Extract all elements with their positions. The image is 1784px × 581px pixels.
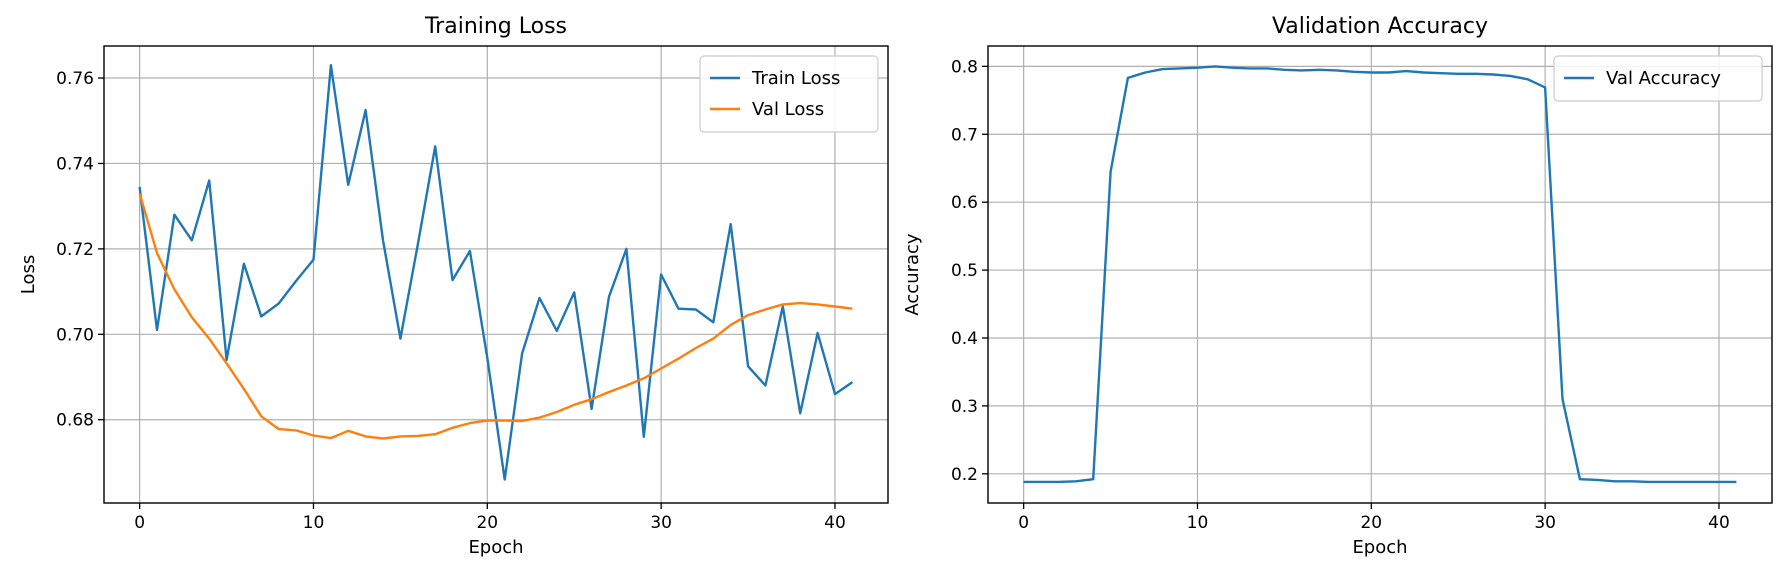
validation-accuracy-panel: 0 10 20 30 40 0.2 0.3 0.4 0.5 0.6 0.7 0.8 Validation… xyxy=(902,14,1773,558)
validation-accuracy-y-tick-label: 0.3 xyxy=(951,397,978,417)
validation-accuracy-y-tick-label: 0.7 xyxy=(951,125,978,145)
training-loss-y-axis-label: Loss xyxy=(18,255,39,294)
validation-accuracy-x-tick-label: 10 xyxy=(1187,513,1209,533)
validation-accuracy-series-line-val-accuracy xyxy=(1023,65,1737,484)
training-loss-x-tick-label: 30 xyxy=(650,513,672,533)
validation-accuracy-y-tick-label: 0.4 xyxy=(951,329,978,349)
validation-accuracy-plot-frame xyxy=(987,45,1773,504)
validation-accuracy-x-axis-label: Epoch xyxy=(1352,537,1407,558)
validation-accuracy-x-tick-label: 0 xyxy=(1018,513,1029,533)
validation-accuracy-y-axis-label: Accuracy xyxy=(902,233,923,316)
training-loss-series-line-train-loss xyxy=(138,63,854,481)
training-loss-legend-entry: Train Loss xyxy=(751,68,840,89)
training-loss-x-tick-label: 10 xyxy=(303,513,325,533)
training-loss-panel: 0 10 20 30 40 0.68 0.70 0.72 0.74 0.76 Training Lo… xyxy=(18,14,889,558)
training-loss-legend: Train Loss Val Loss xyxy=(699,55,879,133)
validation-accuracy-x-tick-label: 30 xyxy=(1534,513,1556,533)
training-loss-x-tick-label: 20 xyxy=(476,513,498,533)
validation-accuracy-x-tick-label: 40 xyxy=(1708,513,1730,533)
training-loss-y-tick-label: 0.68 xyxy=(56,411,94,431)
validation-accuracy-y-tick-label: 0.2 xyxy=(951,465,978,485)
training-loss-y-tick-label: 0.76 xyxy=(56,69,94,89)
training-loss-plot-frame xyxy=(103,45,889,504)
validation-accuracy-y-tick-label: 0.8 xyxy=(951,57,978,77)
training-loss-x-tick-label: 40 xyxy=(824,513,846,533)
validation-accuracy-legend-box xyxy=(1553,55,1763,102)
training-loss-legend-entry: Val Loss xyxy=(752,99,824,120)
validation-accuracy-y-tick-label: 0.6 xyxy=(951,193,978,213)
training-loss-series-line-val-loss xyxy=(138,193,853,440)
training-loss-y-tick-label: 0.70 xyxy=(56,325,94,345)
training-loss-y-tick-label: 0.74 xyxy=(56,154,94,174)
training-loss-x-tick-label: 0 xyxy=(134,513,145,533)
training-loss-x-axis-label: Epoch xyxy=(468,537,523,558)
validation-accuracy-title: Validation Accuracy xyxy=(1272,14,1488,39)
training-loss-y-tick-label: 0.72 xyxy=(56,240,94,260)
validation-accuracy-x-tick-label: 20 xyxy=(1360,513,1382,533)
training-loss-legend-box xyxy=(699,55,879,133)
validation-accuracy-legend: Val Accuracy xyxy=(1553,55,1763,102)
validation-accuracy-legend-entry: Val Accuracy xyxy=(1606,68,1721,89)
training-loss-title: Training Loss xyxy=(424,14,567,39)
validation-accuracy-y-tick-label: 0.5 xyxy=(951,261,978,281)
